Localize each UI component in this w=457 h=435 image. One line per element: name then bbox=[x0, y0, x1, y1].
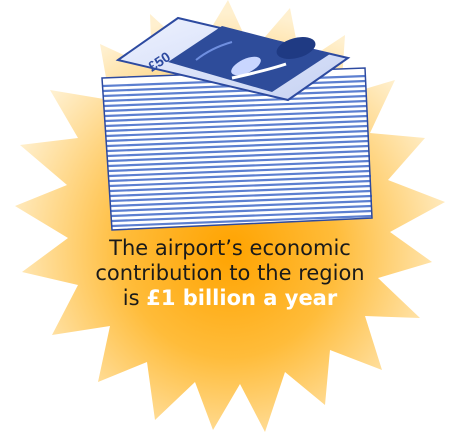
caption-line-3-prefix: is bbox=[122, 286, 147, 310]
caption-line-2: contribution to the region bbox=[95, 261, 365, 285]
banknote-stack-icon: £50 bbox=[101, 16, 373, 231]
caption-highlight: £1 billion a year bbox=[146, 286, 338, 310]
caption-line-3: is £1 billion a year bbox=[60, 286, 400, 310]
caption-line-1: The airport’s economic bbox=[109, 236, 351, 260]
